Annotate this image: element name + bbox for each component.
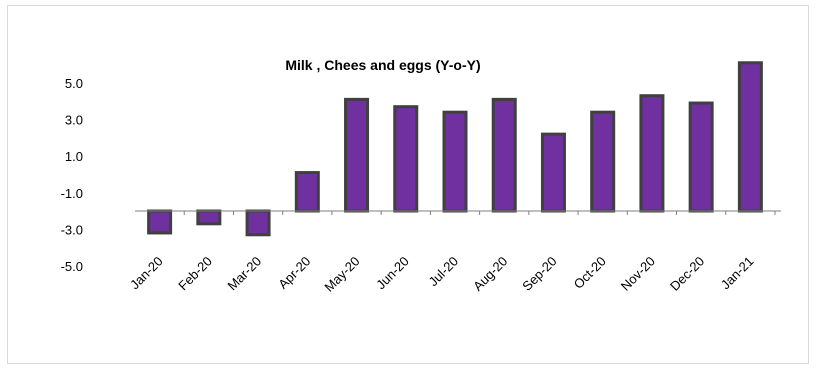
bar-jul-20 xyxy=(442,110,468,213)
x-tick-label: Apr-20 xyxy=(275,254,313,292)
bar-jan-21 xyxy=(737,61,763,213)
bar-apr-20 xyxy=(294,171,320,213)
bar-jun-20 xyxy=(393,105,419,213)
bar-dec-20 xyxy=(688,101,714,213)
y-tick-label: -1.0 xyxy=(61,186,83,201)
chart-title: Milk , Chees and eggs (Y-o-Y) xyxy=(285,57,480,73)
x-tick-label: Jul-20 xyxy=(425,254,461,290)
bar-nov-20 xyxy=(639,94,665,213)
bar-feb-20 xyxy=(196,209,222,226)
x-tick-label: Mar-20 xyxy=(224,254,264,294)
bar-oct-20 xyxy=(590,110,616,213)
y-tick-label: -5.0 xyxy=(61,259,83,274)
bar-sep-20 xyxy=(540,132,566,213)
x-tick-label: Jun-20 xyxy=(373,254,412,293)
y-tick-label: 3.0 xyxy=(65,113,83,128)
x-tick-label: Feb-20 xyxy=(175,254,215,294)
y-tick-label: -3.0 xyxy=(61,222,83,237)
x-tick-label: Oct-20 xyxy=(571,254,609,292)
x-tick-label: Aug-20 xyxy=(470,254,510,294)
y-tick-label: 1.0 xyxy=(65,149,83,164)
bar-mar-20 xyxy=(245,209,271,237)
x-tick-label: Nov-20 xyxy=(618,254,658,294)
x-tick-label: Sep-20 xyxy=(519,254,559,294)
x-tick-label: Dec-20 xyxy=(667,254,707,294)
x-tick-label: May-20 xyxy=(321,254,362,295)
bar-aug-20 xyxy=(491,97,517,213)
x-tick-label: Jan-20 xyxy=(127,254,166,293)
bar-may-20 xyxy=(344,97,370,213)
y-tick-label: 5.0 xyxy=(65,76,83,91)
x-tick-label: Jan-21 xyxy=(718,254,757,293)
bar-jan-20 xyxy=(147,209,173,235)
